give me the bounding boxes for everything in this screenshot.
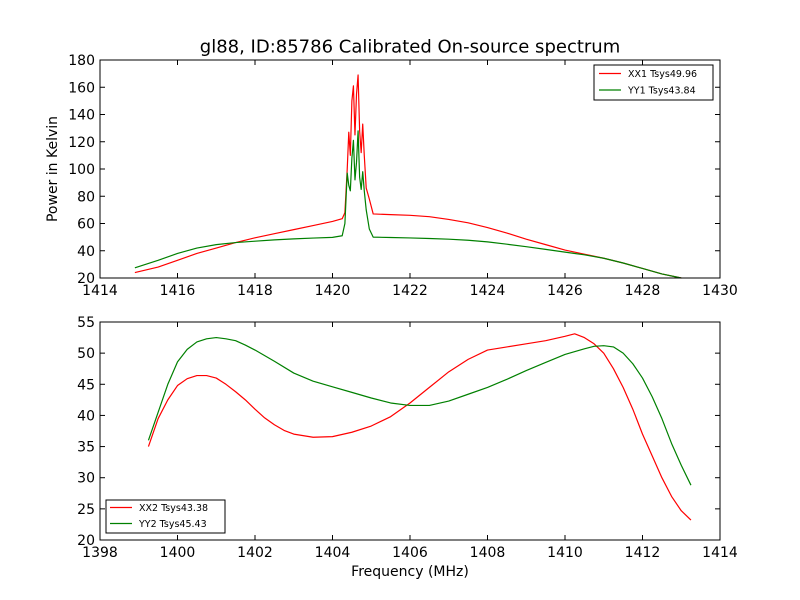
chart-top-ticks: 1414 1416 1418 1420 1422 1424 1426 1428 1430 20 40… [68, 53, 738, 299]
y-tick-label: 50 [77, 346, 95, 362]
y-tick-label: 55 [77, 315, 95, 331]
y-tick-label: 140 [68, 108, 95, 124]
chart-bottom: 1398 1400 1402 1404 1406 1408 1410 1412 1414 20 25… [77, 315, 738, 580]
y-tick-label: 80 [77, 189, 95, 205]
x-tick-label: 1410 [547, 545, 583, 561]
x-tick-label: 1420 [315, 283, 351, 299]
x-tick-label: 1414 [82, 283, 118, 299]
chart-top-ylabel: Power in Kelvin [45, 116, 61, 222]
chart-top-frame [99, 59, 721, 279]
x-tick-label: 1398 [82, 545, 118, 561]
y-tick-label: 160 [68, 80, 95, 96]
series-line-xx1 [134, 74, 682, 279]
chart-top-plot-area [134, 74, 682, 279]
y-tick-label: 60 [77, 217, 95, 233]
chart-top: gl88, ID:85786 Calibrated On-source spec… [45, 37, 738, 300]
x-tick-label: 1430 [702, 283, 738, 299]
y-tick-label: 20 [77, 533, 95, 549]
legend-label-yy2: YY2 Tsys45.43 [138, 519, 207, 530]
x-tick-label: 1408 [470, 545, 506, 561]
x-tick-label: 1414 [702, 545, 738, 561]
x-tick-label: 1402 [237, 545, 273, 561]
chart-top-legend: XX1 Tsys49.96 YY1 Tsys43.84 [593, 64, 714, 101]
y-tick-label: 35 [77, 440, 95, 456]
legend-label-yy1: YY1 Tsys43.84 [627, 86, 696, 97]
x-tick-label: 1400 [160, 545, 196, 561]
y-tick-label: 40 [77, 408, 95, 424]
y-tick-label: 120 [68, 135, 95, 151]
x-tick-label: 1426 [547, 283, 583, 299]
x-tick-label: 1418 [237, 283, 273, 299]
chart-bottom-frame [99, 321, 721, 541]
x-tick-label: 1428 [625, 283, 661, 299]
chart-bottom-plot-area [147, 333, 692, 521]
x-tick-label: 1424 [470, 283, 506, 299]
y-tick-label: 30 [77, 471, 95, 487]
y-tick-label: 180 [68, 53, 95, 69]
series-line-yy1 [134, 130, 682, 279]
x-tick-label: 1412 [625, 545, 661, 561]
x-tick-label: 1406 [392, 545, 428, 561]
y-tick-label: 100 [68, 162, 95, 178]
x-tick-label: 1416 [160, 283, 196, 299]
y-tick-label: 20 [77, 271, 95, 287]
legend-box [593, 64, 714, 101]
y-tick-label: 40 [77, 244, 95, 260]
series-line-yy2 [147, 336, 692, 486]
chart-bottom-ticks: 1398 1400 1402 1404 1406 1408 1410 1412 1414 20 25… [77, 315, 738, 561]
legend-label-xx2: XX2 Tsys43.38 [139, 503, 208, 514]
chart-top-title: gl88, ID:85786 Calibrated On-source spec… [200, 37, 620, 58]
x-tick-label: 1422 [392, 283, 428, 299]
legend-label-xx1: XX1 Tsys49.96 [628, 69, 697, 80]
y-tick-label: 45 [77, 377, 95, 393]
legend-box [105, 499, 226, 534]
chart-bottom-xlabel: Frequency (MHz) [351, 564, 469, 580]
chart-bottom-legend: XX2 Tsys43.38 YY2 Tsys45.43 [105, 499, 226, 534]
x-tick-label: 1404 [315, 545, 351, 561]
series-line-xx2 [147, 333, 692, 521]
y-tick-label: 25 [77, 502, 95, 518]
